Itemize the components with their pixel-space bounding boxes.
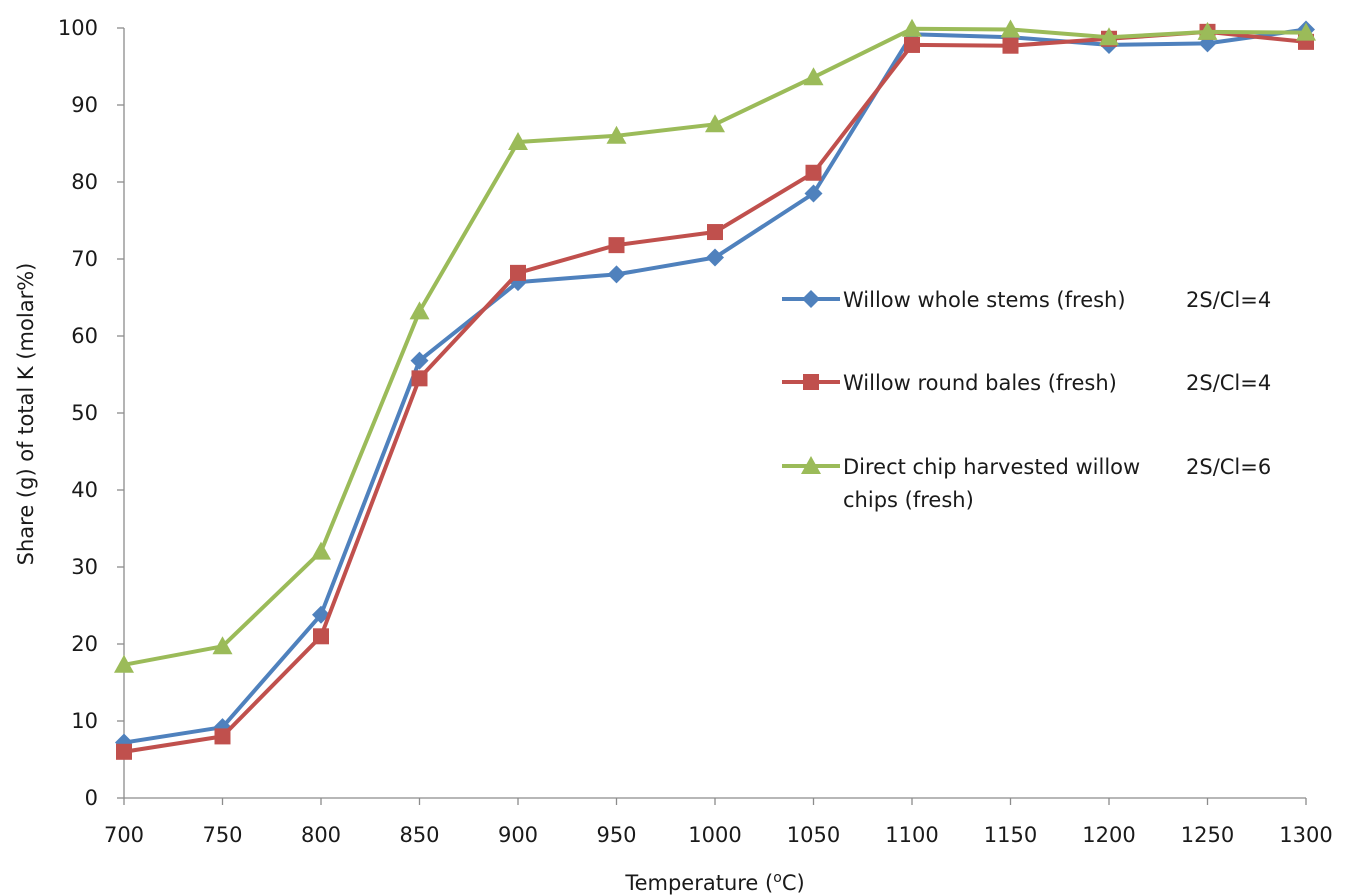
legend-entry-2: Willow round bales (fresh) 2S/Cl=4 xyxy=(782,371,1271,395)
data-point xyxy=(1099,27,1119,46)
x-tick-label: 700 xyxy=(104,823,144,847)
data-point xyxy=(606,125,627,144)
data-point xyxy=(411,370,428,387)
data-point xyxy=(311,541,331,560)
data-point xyxy=(705,114,725,133)
x-tick-label: 750 xyxy=(202,823,242,847)
legend-label: chips (fresh) xyxy=(843,488,974,512)
y-tick-label: 60 xyxy=(71,324,98,348)
legend-label: Willow whole stems (fresh) xyxy=(843,288,1126,312)
data-point xyxy=(607,265,626,284)
data-point xyxy=(707,224,723,241)
y-tick-label: 30 xyxy=(71,555,98,579)
y-tick-label: 90 xyxy=(71,93,98,117)
legend-label: Direct chip harvested willow xyxy=(843,455,1140,479)
x-tick-label: 900 xyxy=(498,823,538,847)
series-2 xyxy=(116,23,1314,760)
data-point xyxy=(803,67,824,86)
y-tick-label: 20 xyxy=(71,632,98,656)
data-point xyxy=(804,184,823,203)
data-point xyxy=(1296,22,1316,41)
legend-ratio: 2S/Cl=4 xyxy=(1186,371,1271,395)
legend-entry-1: Willow whole stems (fresh) 2S/Cl=4 xyxy=(782,288,1271,312)
y-tick-label: 10 xyxy=(71,709,98,733)
data-point xyxy=(313,628,329,645)
x-tick-label: 1150 xyxy=(984,823,1037,847)
data-point xyxy=(805,164,822,181)
x-tick-label: 800 xyxy=(301,823,341,847)
x-tick-label: 1300 xyxy=(1279,823,1332,847)
x-tick-label: 850 xyxy=(399,823,439,847)
x-tick-label: 950 xyxy=(596,823,636,847)
data-point xyxy=(902,18,922,37)
data-point xyxy=(510,264,526,281)
data-point xyxy=(409,301,430,320)
x-tick-label: 1200 xyxy=(1082,823,1135,847)
data-point xyxy=(114,654,134,673)
y-tick-labels: 0 10 20 30 40 50 60 70 80 90 100 xyxy=(58,16,98,810)
data-point xyxy=(1002,37,1019,54)
series-line xyxy=(123,29,1307,754)
legend-entry-3: Direct chip harvested willow chips (fresh… xyxy=(782,455,1271,512)
x-tick-label: 1050 xyxy=(787,823,840,847)
x-tick-labels: 700 750 800 850 900 950 1000 1050 1100 1150 1200 12… xyxy=(104,823,1333,847)
data-point xyxy=(1197,21,1218,40)
data-point xyxy=(706,248,724,267)
x-axis-label: Temperature (oC) xyxy=(624,870,804,895)
data-point xyxy=(1000,19,1021,38)
axes xyxy=(117,27,1307,805)
series-3 xyxy=(114,18,1316,673)
data-point xyxy=(608,237,625,254)
y-tick-label: 50 xyxy=(71,401,98,425)
data-point xyxy=(212,636,233,655)
legend-marker xyxy=(803,374,819,390)
legend-marker xyxy=(802,290,820,308)
y-tick-label: 80 xyxy=(71,170,98,194)
y-tick-label: 70 xyxy=(71,247,98,271)
data-point xyxy=(410,351,429,370)
data-point xyxy=(116,743,132,760)
y-tick-label: 0 xyxy=(85,786,98,810)
series-line xyxy=(123,27,1307,745)
series-group xyxy=(114,18,1316,760)
x-tick-label: 1100 xyxy=(885,823,938,847)
legend-label: Willow round bales (fresh) xyxy=(843,371,1117,395)
legend: Willow whole stems (fresh) 2S/Cl=4Willow … xyxy=(782,288,1271,512)
y-tick-label: 40 xyxy=(71,478,98,502)
x-tick-label: 1250 xyxy=(1181,823,1234,847)
legend-ratio: 2S/Cl=6 xyxy=(1186,455,1271,479)
legend-ratio: 2S/Cl=4 xyxy=(1186,288,1271,312)
legend-marker xyxy=(801,456,821,474)
data-point xyxy=(508,131,528,150)
y-tick-label: 100 xyxy=(58,16,98,40)
data-point xyxy=(904,36,920,53)
data-point xyxy=(214,728,231,745)
x-tick-label: 1000 xyxy=(688,823,741,847)
y-axis-label: Share (g) of total K (molar%) xyxy=(14,263,38,566)
